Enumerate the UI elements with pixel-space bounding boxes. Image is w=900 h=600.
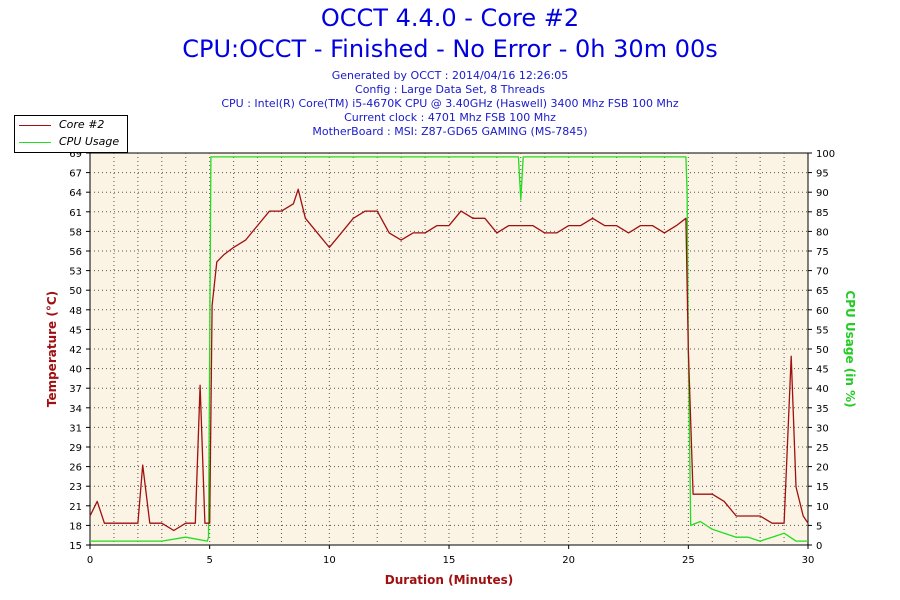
y-tick-label: 23: [69, 482, 82, 493]
y2-tick-label: 50: [816, 345, 829, 356]
y-tick-label: 15: [69, 541, 82, 552]
y-tick-label: 45: [69, 325, 82, 336]
x-tick-label: 30: [802, 555, 815, 566]
series-line-core-2: [89, 188, 809, 532]
x-axis-title: Duration (Minutes): [385, 573, 513, 587]
y-tick-label: 31: [69, 423, 82, 434]
y2-tick-label: 10: [816, 502, 829, 513]
y-tick-label: 18: [69, 521, 82, 532]
x-tick-label: 20: [562, 555, 575, 566]
y-tick-label: 37: [69, 384, 82, 395]
y-tick-label: 61: [69, 208, 82, 219]
y-axis-title: Temperature (°C): [45, 291, 59, 407]
x-tick-label: 25: [682, 555, 695, 566]
y-tick-label: 53: [69, 267, 82, 278]
y-tick-label: 42: [69, 345, 82, 356]
x-tick-label: 0: [87, 555, 93, 566]
y-tick-label: 48: [69, 306, 82, 317]
legend: Core #2 CPU Usage: [14, 115, 128, 153]
y2-tick-label: 90: [816, 188, 829, 199]
y2-tick-label: 80: [816, 227, 829, 238]
y-tick-label: 58: [69, 227, 82, 238]
chart-subtitle: CPU:OCCT - Finished - No Error - 0h 30m …: [182, 35, 718, 63]
y-tick-label: 50: [69, 286, 82, 297]
info-config: Config : Large Data Set, 8 Threads: [355, 83, 545, 96]
y-tick-label: 21: [69, 502, 82, 513]
y2-tick-label: 65: [816, 286, 829, 297]
y-tick-label: 56: [69, 247, 82, 258]
x-tick-label: 10: [323, 555, 336, 566]
legend-item-core: Core #2: [19, 117, 124, 133]
info-clock: Current clock : 4701 Mhz FSB 100 Mhz: [344, 111, 556, 124]
y2-tick-label: 60: [816, 306, 829, 317]
y2-axis-title: CPU Usage (in %): [843, 290, 857, 407]
y2-tick-label: 85: [816, 208, 829, 219]
y-tick-label: 29: [69, 443, 82, 454]
series-line-cpu-usage: [90, 156, 808, 542]
legend-swatch-cpu-usage: [19, 142, 51, 143]
y-tick-label: 69: [69, 149, 82, 160]
info-generated: Generated by OCCT : 2014/04/16 12:26:05: [331, 69, 569, 82]
y-tick-label: 64: [69, 188, 82, 199]
x-tick-label: 5: [206, 555, 212, 566]
y2-tick-label: 25: [816, 443, 829, 454]
info-motherboard: MotherBoard : MSI: Z87-GD65 GAMING (MS-7…: [312, 125, 588, 138]
info-cpu: CPU : Intel(R) Core(TM) i5-4670K CPU @ 3…: [221, 97, 679, 110]
y-tick-label: 40: [69, 365, 82, 376]
x-tick-label: 15: [443, 555, 456, 566]
y2-tick-label: 30: [816, 423, 829, 434]
legend-item-cpu-usage: CPU Usage: [19, 134, 124, 150]
y2-tick-label: 5: [816, 521, 822, 532]
y-tick-label: 26: [69, 463, 82, 474]
y2-tick-label: 15: [816, 482, 829, 493]
y-tick-label: 67: [69, 169, 82, 180]
y2-tick-label: 70: [816, 267, 829, 278]
legend-label-core: Core #2: [59, 118, 105, 131]
y2-tick-label: 0: [816, 541, 822, 552]
y2-tick-label: 35: [816, 404, 829, 415]
chart-title: OCCT 4.4.0 - Core #2: [320, 4, 580, 32]
y2-tick-label: 40: [816, 384, 829, 395]
y2-tick-label: 75: [816, 247, 829, 258]
legend-label-cpu-usage: CPU Usage: [59, 135, 120, 148]
y2-tick-label: 20: [816, 463, 829, 474]
y2-tick-label: 45: [816, 365, 829, 376]
y2-tick-label: 55: [816, 325, 829, 336]
y-tick-label: 34: [69, 404, 82, 415]
y2-tick-label: 95: [816, 169, 829, 180]
legend-swatch-core: [19, 125, 51, 126]
y2-tick-label: 100: [816, 149, 835, 160]
